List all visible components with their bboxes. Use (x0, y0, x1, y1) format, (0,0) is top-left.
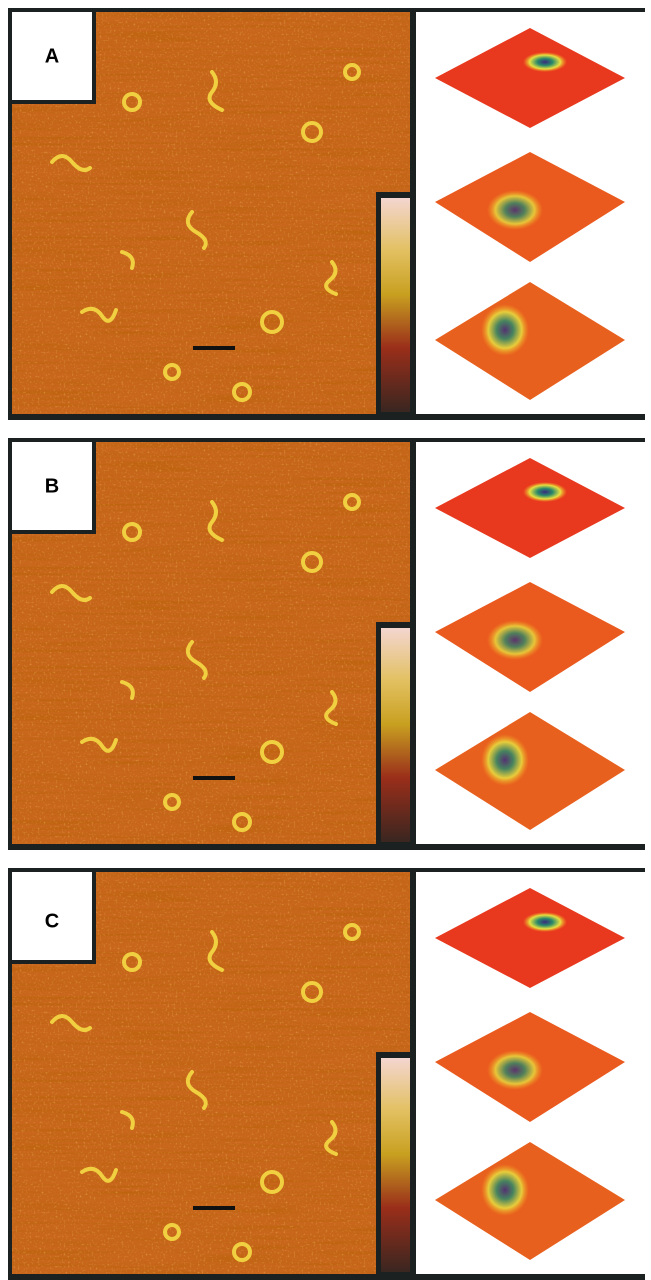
panel-label: B (45, 475, 59, 497)
page: A B C (() => { const data = JSON.parse(d… (0, 0, 651, 1280)
panel-label: C (45, 910, 59, 932)
figure: A B C (0, 0, 651, 1280)
panel-b: B (8, 438, 645, 850)
panel-c: C (8, 868, 645, 1280)
panel-label: A (45, 45, 59, 67)
panel-a: A (8, 8, 645, 420)
